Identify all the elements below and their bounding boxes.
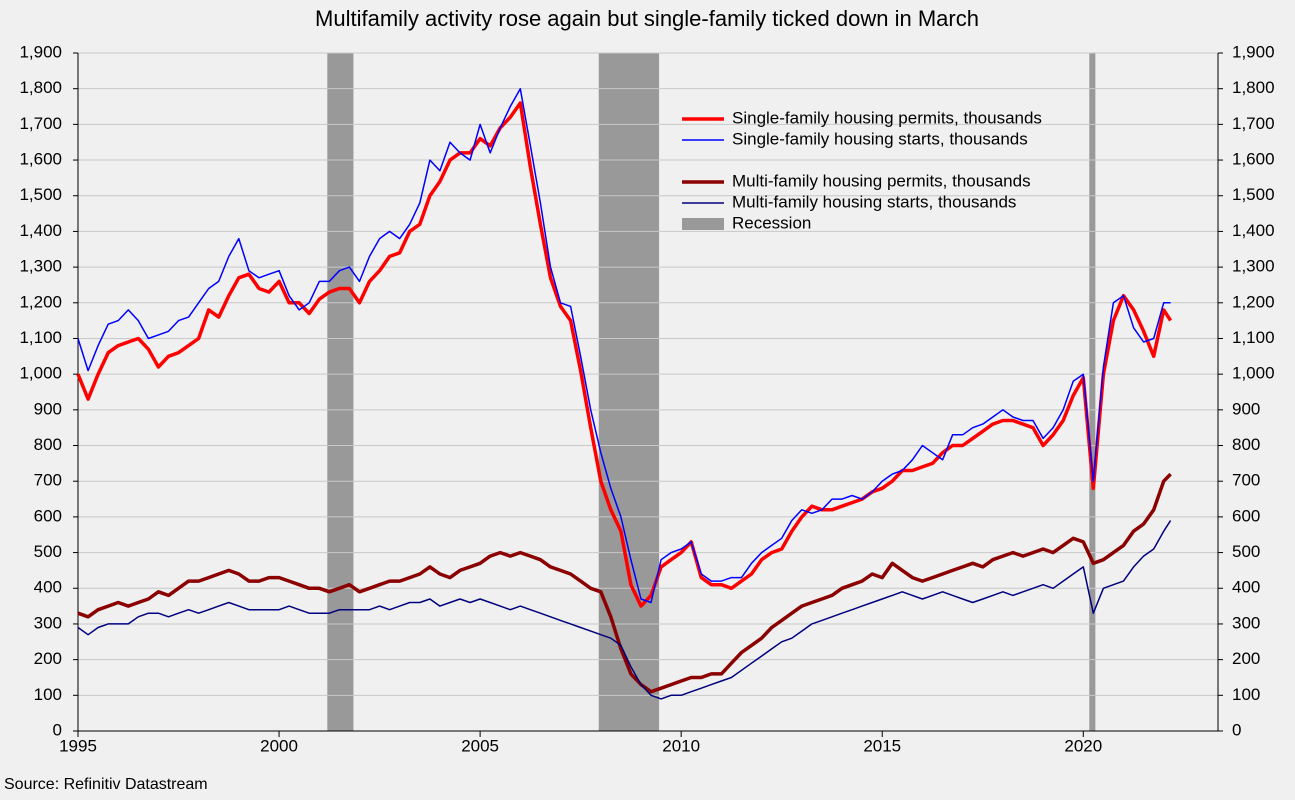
y2-tick-label: 800 — [1232, 435, 1260, 454]
y-tick-label: 1,400 — [19, 221, 62, 240]
y-tick-label: 500 — [34, 542, 62, 561]
series-line — [77, 520, 1172, 700]
recession-band — [1089, 53, 1096, 731]
y-tick-label: 1,300 — [19, 257, 62, 276]
y-tick-label: 1,700 — [19, 114, 62, 133]
y2-tick-label: 1,400 — [1232, 221, 1275, 240]
y2-tick-label: 1,200 — [1232, 292, 1275, 311]
recession-band — [327, 53, 354, 731]
x-tick-label: 2010 — [662, 736, 700, 755]
y2-tick-label: 900 — [1232, 399, 1260, 418]
y2-tick-label: 1,000 — [1232, 364, 1275, 383]
legend-swatch — [682, 218, 724, 230]
y2-tick-label: 0 — [1232, 720, 1241, 739]
y2-tick-label: 1,900 — [1232, 42, 1275, 61]
y-tick-label: 0 — [53, 720, 62, 739]
y2-tick-label: 600 — [1232, 506, 1260, 525]
legend-label: Single-family housing starts, thousands — [732, 129, 1028, 148]
y-tick-label: 1,500 — [19, 185, 62, 204]
y2-tick-label: 1,100 — [1232, 328, 1275, 347]
x-tick-label: 1995 — [59, 736, 97, 755]
x-tick-label: 2000 — [260, 736, 298, 755]
y-tick-label: 600 — [34, 506, 62, 525]
y2-tick-label: 1,600 — [1232, 150, 1275, 169]
y2-tick-label: 100 — [1232, 685, 1260, 704]
y2-tick-label: 1,700 — [1232, 114, 1275, 133]
legend-label: Multi-family housing permits, thousands — [732, 171, 1031, 190]
y-tick-label: 1,000 — [19, 364, 62, 383]
y-tick-label: 700 — [34, 471, 62, 490]
y-tick-label: 1,800 — [19, 78, 62, 97]
series-line — [77, 472, 1172, 694]
y-tick-label: 400 — [34, 578, 62, 597]
legend-label: Recession — [732, 213, 811, 232]
y2-tick-label: 1,800 — [1232, 78, 1275, 97]
y-tick-label: 1,100 — [19, 328, 62, 347]
y-tick-label: 1,600 — [19, 150, 62, 169]
y2-tick-label: 1,300 — [1232, 257, 1275, 276]
y2-tick-label: 1,500 — [1232, 185, 1275, 204]
x-tick-label: 2020 — [1064, 736, 1102, 755]
y2-tick-label: 200 — [1232, 649, 1260, 668]
y-tick-label: 200 — [34, 649, 62, 668]
legend-label: Multi-family housing starts, thousands — [732, 192, 1016, 211]
y2-tick-label: 400 — [1232, 578, 1260, 597]
y-tick-label: 100 — [34, 685, 62, 704]
chart-title: Multifamily activity rose again but sing… — [315, 6, 979, 31]
y2-tick-label: 500 — [1232, 542, 1260, 561]
series-line — [77, 87, 1171, 604]
y-tick-label: 1,900 — [19, 42, 62, 61]
y-tick-label: 1,200 — [19, 292, 62, 311]
recession-band — [598, 53, 660, 731]
legend-label: Single-family housing permits, thousands — [732, 108, 1042, 127]
x-tick-label: 2015 — [863, 736, 901, 755]
y-tick-label: 800 — [34, 435, 62, 454]
x-tick-label: 2005 — [461, 736, 499, 755]
y-tick-label: 300 — [34, 613, 62, 632]
y2-tick-label: 700 — [1232, 471, 1260, 490]
y-tick-label: 900 — [34, 399, 62, 418]
y2-tick-label: 300 — [1232, 613, 1260, 632]
source-note: Source: Refinitiv Datastream — [4, 776, 208, 793]
series-line — [76, 101, 1173, 608]
